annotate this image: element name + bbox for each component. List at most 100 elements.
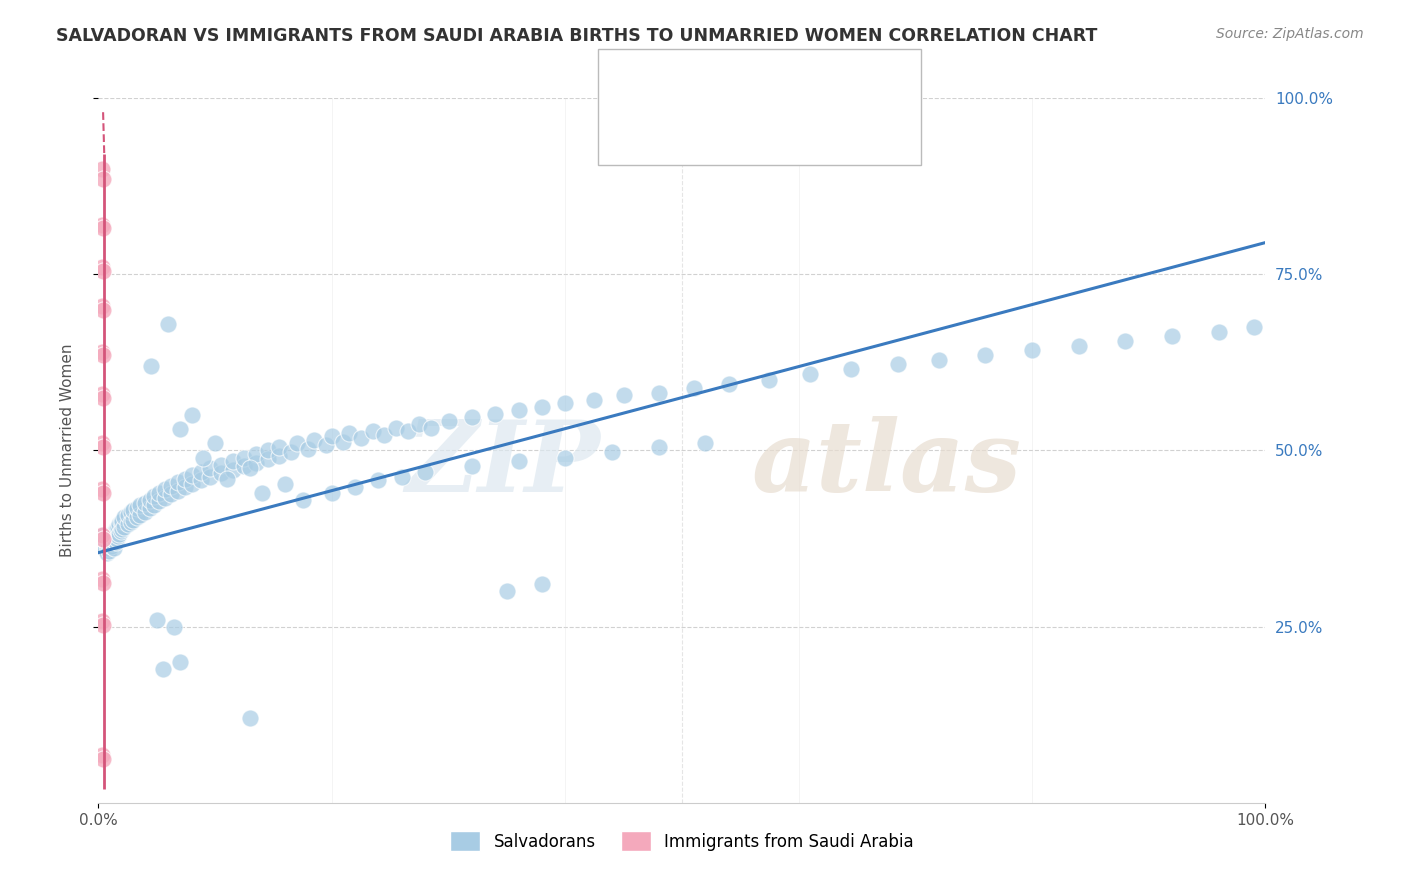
Point bbox=[190, 465, 212, 479]
Point bbox=[163, 619, 186, 633]
Point bbox=[157, 317, 180, 331]
Point bbox=[274, 477, 297, 491]
Point bbox=[233, 450, 256, 465]
Text: ZIP: ZIP bbox=[405, 417, 600, 513]
Point bbox=[111, 514, 134, 528]
Point bbox=[103, 530, 125, 544]
Point bbox=[799, 368, 821, 382]
Point bbox=[321, 485, 343, 500]
Point bbox=[96, 546, 118, 560]
Point bbox=[385, 421, 408, 435]
Point bbox=[148, 494, 170, 508]
Bar bbox=[623, 112, 688, 146]
Point bbox=[98, 535, 121, 549]
Point bbox=[153, 482, 176, 496]
Point bbox=[583, 392, 606, 407]
Point bbox=[887, 358, 910, 372]
Point bbox=[717, 376, 740, 391]
Point bbox=[508, 402, 530, 417]
Point bbox=[90, 260, 112, 275]
Point bbox=[332, 435, 354, 450]
Point bbox=[90, 747, 112, 762]
Point bbox=[839, 362, 862, 376]
Point bbox=[91, 440, 114, 454]
Point bbox=[148, 485, 170, 500]
Point bbox=[94, 533, 117, 548]
Point bbox=[530, 400, 553, 414]
Point bbox=[96, 536, 118, 550]
Point bbox=[90, 299, 112, 313]
Point bbox=[91, 618, 114, 632]
Point bbox=[391, 470, 413, 484]
Point bbox=[111, 522, 134, 536]
Point bbox=[245, 447, 267, 461]
Point bbox=[110, 516, 132, 530]
Point bbox=[361, 424, 384, 438]
Point bbox=[315, 438, 337, 452]
Point bbox=[291, 492, 314, 507]
Point bbox=[139, 501, 162, 516]
Point bbox=[758, 373, 780, 387]
Point bbox=[103, 541, 125, 555]
Point bbox=[166, 475, 188, 490]
Y-axis label: Births to Unmarried Women: Births to Unmarried Women bbox=[60, 343, 75, 558]
Point bbox=[139, 359, 162, 373]
Point bbox=[122, 512, 145, 526]
Text: Source: ZipAtlas.com: Source: ZipAtlas.com bbox=[1216, 27, 1364, 41]
Point bbox=[215, 472, 238, 486]
Point bbox=[90, 161, 112, 176]
Point bbox=[125, 501, 148, 516]
Point bbox=[413, 465, 436, 479]
Point bbox=[221, 463, 243, 477]
Point bbox=[108, 526, 131, 541]
Point bbox=[134, 496, 156, 510]
Point bbox=[143, 499, 166, 513]
Point bbox=[152, 662, 174, 676]
Point bbox=[104, 522, 127, 536]
Point bbox=[98, 528, 121, 542]
Point bbox=[367, 473, 389, 487]
Point bbox=[97, 541, 120, 555]
Point bbox=[101, 526, 124, 541]
Point bbox=[159, 487, 181, 501]
Text: atlas: atlas bbox=[752, 417, 1022, 513]
Point bbox=[974, 348, 997, 362]
Point bbox=[269, 449, 291, 463]
Point bbox=[90, 572, 112, 586]
Point bbox=[554, 395, 576, 409]
Point bbox=[129, 499, 152, 513]
Point bbox=[117, 508, 139, 523]
Point bbox=[280, 445, 302, 459]
Point bbox=[90, 387, 112, 401]
Point bbox=[408, 417, 430, 431]
Point bbox=[190, 473, 212, 487]
Point bbox=[173, 480, 195, 494]
Point bbox=[93, 535, 115, 549]
Point bbox=[90, 436, 112, 450]
Point bbox=[97, 529, 120, 543]
Point bbox=[554, 450, 576, 465]
Point bbox=[285, 436, 308, 450]
Point bbox=[461, 409, 484, 424]
Point bbox=[97, 543, 120, 558]
Point bbox=[496, 584, 519, 599]
Point bbox=[91, 528, 114, 542]
Point bbox=[122, 503, 145, 517]
Point bbox=[117, 517, 139, 532]
Point bbox=[107, 529, 129, 543]
Point bbox=[105, 532, 128, 546]
Point bbox=[105, 521, 128, 535]
Point bbox=[90, 532, 112, 546]
Point bbox=[104, 533, 127, 548]
Point bbox=[484, 407, 506, 421]
Point bbox=[91, 576, 114, 591]
Point bbox=[120, 506, 142, 520]
Point bbox=[91, 264, 114, 278]
Point bbox=[91, 532, 114, 546]
Point bbox=[169, 655, 191, 669]
Point bbox=[153, 491, 176, 506]
Point bbox=[613, 388, 636, 402]
Point bbox=[1161, 329, 1184, 343]
Point bbox=[297, 442, 319, 456]
Point bbox=[350, 431, 373, 445]
